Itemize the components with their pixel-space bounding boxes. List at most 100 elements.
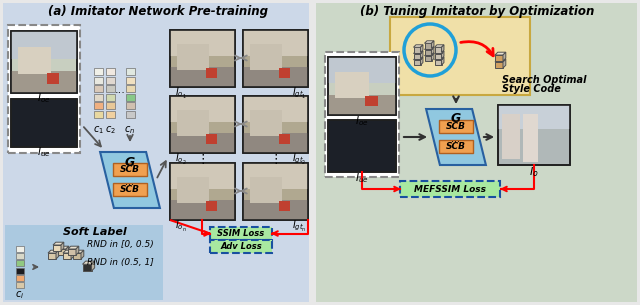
Bar — [243, 163, 308, 220]
Polygon shape — [426, 109, 486, 165]
Bar — [106, 111, 115, 118]
Bar — [439, 120, 473, 133]
Bar — [243, 30, 308, 87]
Bar — [250, 110, 282, 136]
Bar — [439, 140, 473, 153]
Bar — [16, 275, 24, 281]
Text: $I_{ue}$: $I_{ue}$ — [355, 171, 369, 185]
Bar — [243, 30, 308, 87]
Bar — [93, 85, 102, 92]
Bar — [170, 96, 235, 122]
Bar — [413, 53, 420, 59]
Polygon shape — [66, 246, 69, 255]
Text: $I_{gt_n}$: $I_{gt_n}$ — [292, 219, 307, 233]
Polygon shape — [435, 57, 444, 60]
Text: $I_{o_n}$: $I_{o_n}$ — [175, 218, 187, 234]
Bar — [205, 68, 218, 78]
Text: ...: ... — [451, 134, 461, 144]
Polygon shape — [56, 250, 59, 259]
Text: ...: ... — [125, 177, 134, 187]
Bar — [424, 43, 431, 48]
Bar — [177, 44, 209, 70]
Bar — [170, 30, 235, 56]
Bar — [524, 114, 538, 162]
Bar — [93, 77, 102, 84]
Polygon shape — [442, 57, 444, 65]
Bar — [498, 105, 570, 165]
Text: SCB: SCB — [446, 122, 466, 131]
Text: SCB: SCB — [446, 142, 466, 151]
Bar — [243, 200, 308, 220]
Bar — [16, 246, 24, 252]
Polygon shape — [495, 59, 506, 62]
Bar — [5, 225, 163, 300]
Polygon shape — [58, 246, 69, 249]
Polygon shape — [73, 250, 84, 253]
Bar — [113, 163, 147, 176]
Text: $I_{o_1}$: $I_{o_1}$ — [175, 85, 187, 101]
Bar — [83, 264, 92, 271]
Bar — [413, 47, 420, 52]
Polygon shape — [48, 250, 59, 253]
Bar — [205, 201, 218, 211]
Bar — [170, 96, 235, 153]
Bar — [170, 133, 235, 153]
Bar — [243, 96, 308, 153]
Polygon shape — [92, 261, 95, 271]
Bar — [243, 133, 308, 153]
Bar — [170, 67, 235, 87]
Text: $c_2$: $c_2$ — [104, 124, 115, 136]
Text: (a) Imitator Network Pre-training: (a) Imitator Network Pre-training — [48, 5, 268, 19]
Polygon shape — [413, 57, 423, 60]
Bar — [328, 95, 396, 115]
Bar — [243, 96, 308, 153]
Polygon shape — [424, 41, 434, 43]
Bar — [243, 163, 308, 189]
Bar — [170, 163, 235, 189]
Bar — [279, 201, 291, 211]
Polygon shape — [53, 242, 64, 245]
Text: RND in (0.5, 1]: RND in (0.5, 1] — [86, 259, 154, 267]
Bar — [435, 47, 442, 52]
Text: MEFSSIM Loss: MEFSSIM Loss — [414, 185, 486, 193]
Bar — [328, 120, 396, 172]
Bar — [3, 3, 309, 302]
Bar — [125, 77, 134, 84]
Bar — [11, 99, 77, 147]
Bar — [16, 260, 24, 266]
Bar — [177, 177, 209, 203]
Text: $I_{o_2}$: $I_{o_2}$ — [175, 152, 187, 167]
Bar — [328, 57, 396, 83]
Bar — [11, 31, 77, 59]
Bar — [63, 253, 71, 259]
Polygon shape — [81, 250, 84, 259]
Text: Soft Label: Soft Label — [63, 227, 127, 237]
Bar — [125, 94, 134, 101]
Polygon shape — [431, 41, 434, 48]
Bar — [106, 77, 115, 84]
Text: $I_{oe}$: $I_{oe}$ — [355, 114, 369, 128]
Polygon shape — [442, 51, 444, 59]
Bar — [93, 68, 102, 75]
Bar — [170, 30, 235, 87]
Polygon shape — [420, 45, 423, 52]
Bar — [250, 177, 282, 203]
Bar — [328, 57, 396, 115]
Bar — [106, 94, 115, 101]
Text: SSIM Loss: SSIM Loss — [218, 229, 264, 238]
Bar — [11, 99, 77, 147]
Text: $c_i$: $c_i$ — [15, 289, 24, 301]
Polygon shape — [61, 242, 64, 251]
Bar — [250, 44, 282, 70]
Text: $I_{oe}$: $I_{oe}$ — [37, 91, 51, 105]
Bar — [177, 110, 209, 136]
Bar — [68, 249, 76, 255]
Bar — [170, 30, 235, 87]
Bar — [8, 25, 80, 153]
Text: $c_n$: $c_n$ — [124, 124, 136, 136]
Bar — [328, 57, 396, 115]
Polygon shape — [68, 246, 79, 249]
Bar — [125, 111, 134, 118]
Text: RND in [0, 0.5): RND in [0, 0.5) — [86, 241, 154, 249]
Polygon shape — [424, 47, 434, 49]
